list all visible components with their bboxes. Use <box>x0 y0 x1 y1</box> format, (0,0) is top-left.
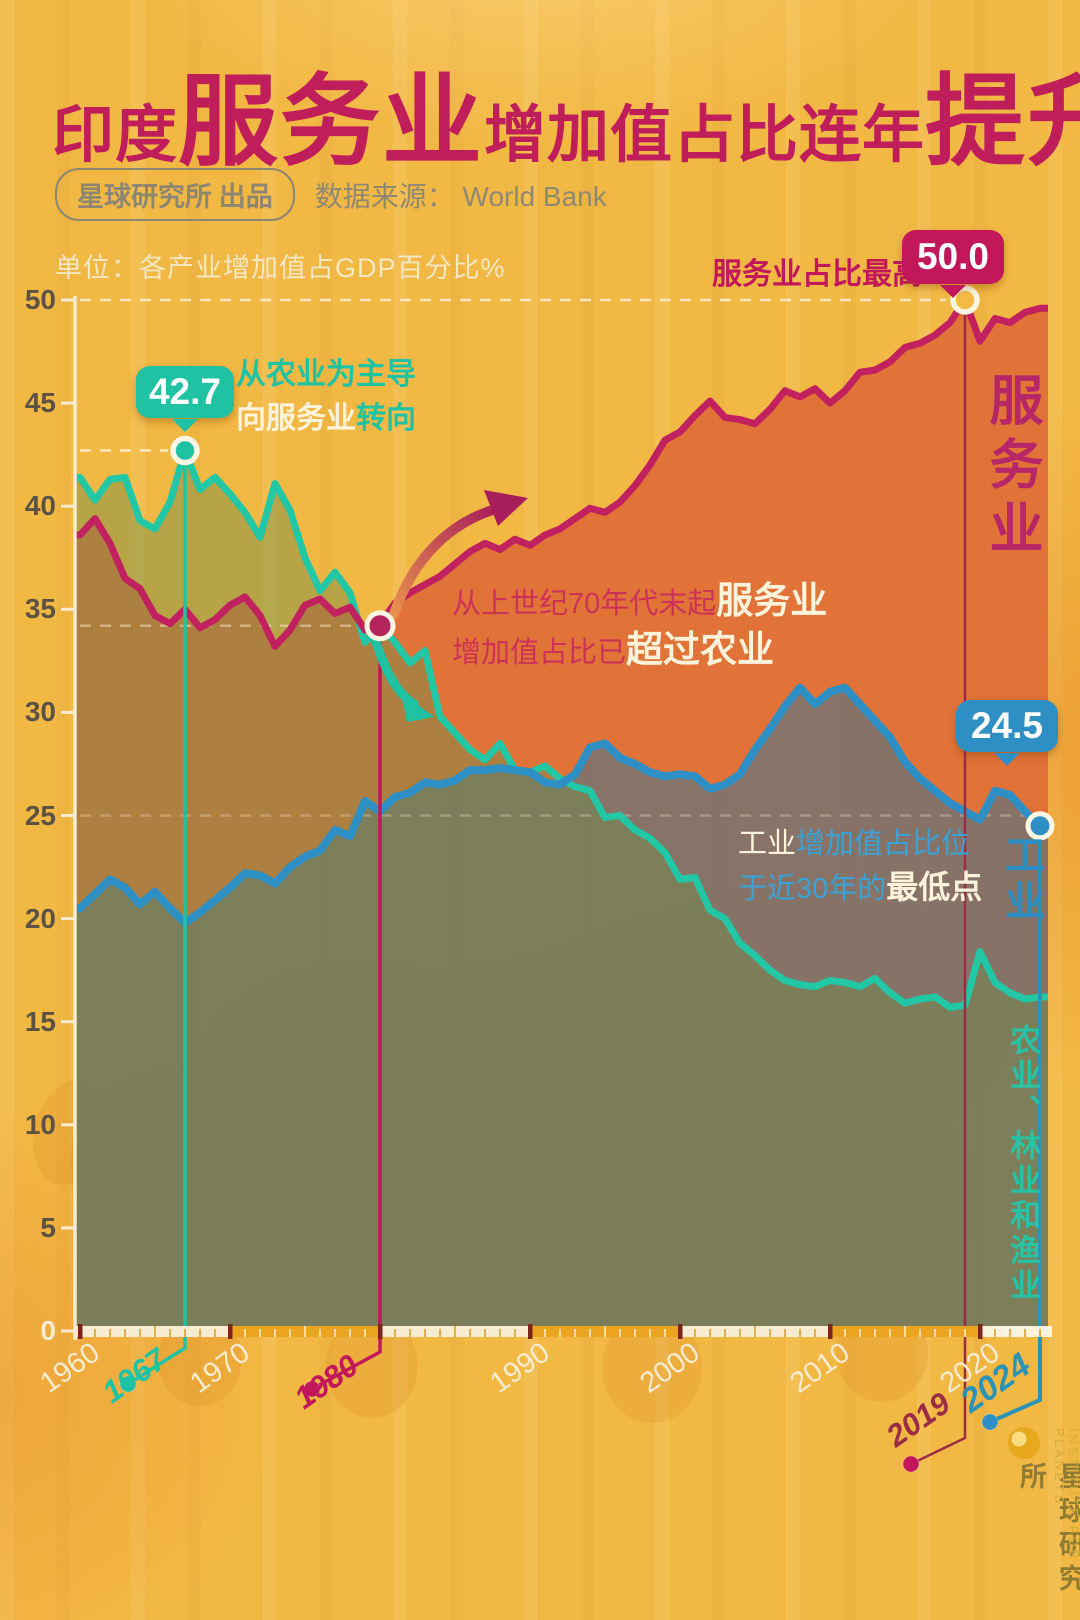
agriculture-line <box>76 447 1048 1011</box>
point-industry-low <box>1025 811 1055 841</box>
y-axis-label-45: 45 <box>24 387 56 419</box>
year-marker-dot-2019 <box>902 1455 920 1473</box>
note-industry-low: 工业 增加值占比位 于近30年的 最低点 <box>738 828 982 907</box>
note-crossover-l1a: 从上世纪70年代末起 <box>452 588 717 620</box>
y-axis-label-50: 50 <box>24 284 56 315</box>
y-axis-label-10: 10 <box>24 1108 56 1140</box>
series-label-industry: 工业 <box>999 834 1043 926</box>
arrow-up-services-head-icon <box>484 490 528 526</box>
series-label-services: 服务业 <box>981 372 1041 564</box>
year-marker-line-2019 <box>910 300 967 1466</box>
year-marker-dot-1980 <box>303 1380 321 1398</box>
note-shift-line1: 从农业为主导 <box>236 358 416 391</box>
y-axis-label-20: 20 <box>24 902 56 934</box>
note-shift: 从农业为主导 向服务业 转向 <box>236 358 416 436</box>
callout-services-peak: 50.0 <box>902 230 1004 298</box>
unit-label: 单位：各产业增加值占GDP百分比% <box>55 253 506 283</box>
y-axis-label-40: 40 <box>24 490 56 522</box>
series-label-agriculture: 农业、林业和渔业 <box>1005 1024 1040 1304</box>
tiger-paw-icon <box>602 1313 702 1423</box>
arrow-up-services-icon <box>389 504 501 619</box>
x-axis-bar <box>75 1326 230 1337</box>
note-services-peak: 服务业占比最高 <box>712 258 922 291</box>
x-axis-decade-tick <box>228 1324 233 1339</box>
callout-industry-low-value: 24.5 <box>970 705 1043 746</box>
data-source: 数据来源： World Bank <box>314 180 607 212</box>
year-marker-line-1967 <box>127 450 187 1386</box>
x-axis-decade-tick <box>678 1324 683 1339</box>
x-axis-decade-tick <box>828 1324 833 1339</box>
y-axis-label-15: 15 <box>24 1005 56 1037</box>
publisher-logo-name-en: INSTITUTE FOR PLANETS <box>1052 1428 1080 1562</box>
y-axis-label-30: 30 <box>24 696 56 728</box>
title-part-2: 服务业 <box>178 67 485 178</box>
note-crossover-l2b: 超过农业 <box>626 628 775 670</box>
x-axis-decade-tick <box>78 1324 83 1339</box>
publisher-badge: 星球研究所 出品 <box>55 168 295 221</box>
publisher-logo-name: 星球研究所 <box>1016 1462 1080 1598</box>
page-title: 印度 服务业 增加值占比连年 提升 <box>52 40 1080 185</box>
y-axis-label-25: 25 <box>24 799 56 831</box>
x-axis-decade-tick <box>528 1324 533 1339</box>
title-part-1: 印度 <box>52 102 179 170</box>
callout-agri-peak-value: 42.7 <box>148 371 221 412</box>
note-crossover-l2a: 增加值占比已 <box>452 636 627 669</box>
industry-line <box>76 683 1048 927</box>
year-marker-line-1980 <box>311 625 382 1391</box>
callout-agri-peak: 42.7 <box>136 366 234 432</box>
point-agri-peak <box>170 435 200 466</box>
services-line <box>76 296 1048 650</box>
arrow-down-agriculture-head-icon <box>401 692 434 722</box>
header-meta: 星球研究所 出品 数据来源： World Bank <box>55 168 607 221</box>
note-shift-line2a: 向服务业 <box>236 401 356 435</box>
y-axis-label-5: 5 <box>40 1211 56 1243</box>
year-marker-line-2024 <box>989 825 1042 1424</box>
y-axis-label-35: 35 <box>24 593 56 625</box>
note-industry-l1b: 增加值占比位 <box>796 828 971 860</box>
planet-logo-crescent-icon <box>1011 1431 1027 1447</box>
industry-area <box>76 687 1048 1331</box>
note-industry-l2b: 最低点 <box>886 869 983 906</box>
title-part-4: 提升 <box>925 67 1080 178</box>
note-shift-line2b: 转向 <box>356 401 416 435</box>
note-crossover-l1b: 服务业 <box>716 580 828 621</box>
note-industry-l1a: 工业 <box>738 828 797 860</box>
tiger-paw-icon <box>326 1314 418 1418</box>
x-axis-decade-tick <box>978 1324 983 1339</box>
y-axis-label-0: 0 <box>40 1315 56 1346</box>
point-crossover <box>364 610 396 642</box>
title-part-3: 增加值占比连年 <box>484 102 926 170</box>
callout-services-peak-value: 50.0 <box>916 236 989 277</box>
note-industry-l2a: 于近30年的 <box>738 873 887 906</box>
year-marker-dot-2024 <box>981 1413 999 1431</box>
x-axis-bar <box>980 1326 1052 1337</box>
note-crossover: 从上世纪70年代末起 服务业 增加值占比已 超过农业 <box>452 580 827 671</box>
x-axis-decade-tick <box>378 1324 383 1339</box>
agriculture-area <box>76 450 1048 1331</box>
callout-industry-low: 24.5 <box>956 700 1058 766</box>
year-marker-dot-1967 <box>119 1375 137 1393</box>
